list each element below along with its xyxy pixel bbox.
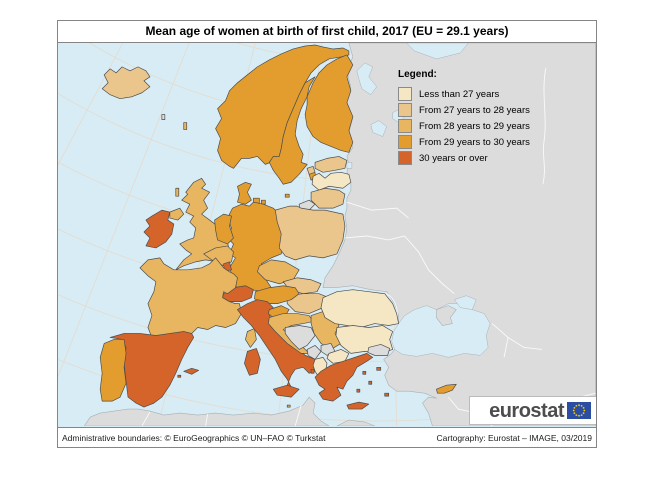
island-ibiza [177, 374, 182, 378]
lake-peipus [346, 162, 353, 169]
region-turkey-thrace [367, 344, 391, 356]
country-romania [320, 289, 399, 328]
legend: Legend: Less than 27 years From 27 years… [398, 69, 530, 166]
sea-of-azov [453, 295, 477, 310]
island-aegean-3 [356, 388, 361, 393]
island-corsica [245, 328, 257, 348]
footer: Administrative boundaries: © EuroGeograp… [57, 427, 597, 448]
country-finland [304, 54, 354, 153]
country-united-kingdom [175, 177, 230, 271]
map-area: Legend: Less than 27 years From 27 years… [57, 43, 597, 428]
island-saaremaa [306, 166, 316, 175]
lake-ladoga [370, 120, 387, 137]
island-mallorca [183, 367, 200, 375]
country-portugal [99, 339, 127, 402]
legend-swatch-27-28 [398, 103, 412, 117]
country-crimea [436, 305, 457, 326]
country-libya-coast [336, 419, 376, 426]
footer-cartography-note: Cartography: Eurostat – IMAGE, 03/2019 [436, 432, 592, 443]
legend-heading: Legend: [398, 69, 437, 80]
island-crete [346, 401, 370, 410]
legend-label: From 28 years to 29 years [419, 120, 530, 132]
legend-swatch-29-30 [398, 135, 412, 149]
country-faroe [161, 114, 166, 120]
map-figure: Mean age of women at birth of first chil… [57, 20, 597, 448]
legend-label: From 29 years to 30 years [419, 136, 530, 148]
country-north-africa [83, 396, 330, 426]
legend-item: From 28 years to 29 years [398, 118, 530, 134]
black-sea [391, 303, 491, 358]
country-sweden [268, 76, 316, 185]
country-cyprus [436, 383, 457, 394]
country-malta [286, 404, 291, 408]
legend-item: Less than 27 years [398, 86, 530, 102]
island-sardinia [244, 348, 261, 376]
country-poland [274, 205, 346, 261]
country-bosnia [284, 325, 316, 350]
island-hebrides [175, 187, 180, 197]
island-corfu [310, 368, 315, 374]
region-northern-ireland [169, 207, 185, 221]
legend-item: From 27 years to 28 years [398, 102, 530, 118]
country-estonia [314, 156, 348, 173]
island-aegean-1 [362, 370, 367, 375]
white-sea [356, 62, 378, 96]
country-ireland [143, 209, 175, 249]
legend-label: Less than 27 years [419, 88, 500, 100]
legend-swatch-less-27 [398, 87, 412, 101]
legend-swatch-30-over [398, 151, 412, 165]
country-montenegro [306, 345, 322, 360]
country-latvia [311, 171, 352, 191]
eurostat-logo-text: eurostat [489, 399, 564, 422]
island-rhodes [384, 392, 390, 397]
country-lithuania [310, 187, 346, 209]
country-spain [109, 331, 195, 408]
country-russia-bloc [322, 43, 596, 426]
legend-label: From 27 years to 28 years [419, 104, 530, 116]
country-iceland [101, 66, 151, 100]
legend-swatch-28-29 [398, 119, 412, 133]
eu-flag-icon [567, 402, 591, 419]
legend-item: From 29 years to 30 years [398, 134, 530, 150]
countries [99, 44, 457, 410]
country-netherlands [214, 213, 234, 245]
europe-map-canvas [58, 43, 596, 426]
island-sicily [272, 384, 300, 398]
footer-boundaries-note: Administrative boundaries: © EuroGeograp… [62, 432, 326, 443]
country-denmark [237, 181, 252, 205]
island-aegean-2 [368, 380, 373, 385]
eurostat-logo: eurostat [469, 396, 596, 425]
page-title: Mean age of women at birth of first chil… [57, 20, 597, 43]
legend-label: 30 years or over [419, 152, 488, 164]
legend-item: 30 years or over [398, 150, 530, 166]
barents-sea [406, 43, 469, 60]
island-bornholm [284, 193, 290, 198]
country-greece [314, 353, 374, 402]
island-lesbos [376, 366, 382, 371]
island-shetland [183, 122, 188, 130]
